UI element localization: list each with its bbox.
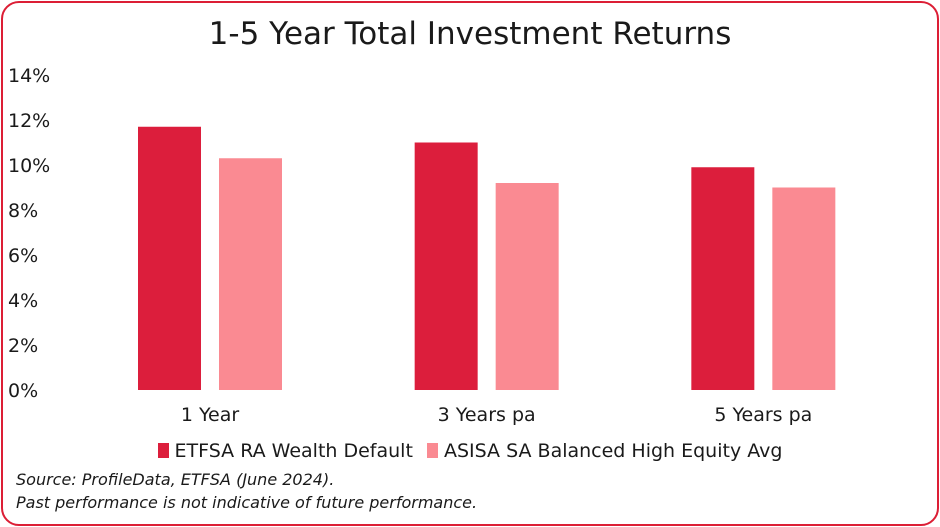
bar-asisa-2 <box>772 187 836 390</box>
disclaimer-note: Past performance is not indicative of fu… <box>16 493 478 512</box>
source-note: Source: ProfileData, ETFSA (June 2024). <box>16 470 335 489</box>
bar-etfsa-0 <box>138 126 201 390</box>
chart-title: 1-5 Year Total Investment Returns <box>208 16 732 52</box>
legend-swatch-etfsa <box>157 443 169 458</box>
legend-item-etfsa: ETFSA RA Wealth Default <box>157 440 413 462</box>
footnote: Source: ProfileData, ETFSA (June 2024). … <box>16 468 477 514</box>
legend-label-etfsa: ETFSA RA Wealth Default <box>174 440 413 462</box>
y-tick-label: 4% <box>8 290 38 312</box>
bar-etfsa-2 <box>691 167 755 390</box>
x-tick-label: 1 Year <box>181 404 240 426</box>
legend-swatch-asisa <box>426 443 438 458</box>
y-tick-label: 10% <box>8 155 50 177</box>
legend: ETFSA RA Wealth Default ASISA SA Balance… <box>0 440 940 462</box>
bar-asisa-1 <box>495 183 559 390</box>
bar-asisa-0 <box>219 158 282 390</box>
x-tick-label: 3 Years pa <box>438 404 536 426</box>
legend-item-asisa: ASISA SA Balanced High Equity Avg <box>426 440 783 462</box>
bar-etfsa-1 <box>414 142 478 390</box>
bar-chart: 0% 2% 4% 6% 8% 10% 12% 14% 1 Year 3 Years pa 5 Yea… <box>8 65 836 426</box>
x-tick-label: 5 Years pa <box>714 404 812 426</box>
y-tick-label: 12% <box>8 110 50 132</box>
legend-label-asisa: ASISA SA Balanced High Equity Avg <box>443 440 783 462</box>
y-tick-label: 14% <box>8 65 50 87</box>
y-tick-label: 8% <box>8 200 38 222</box>
y-tick-label: 0% <box>8 380 38 402</box>
y-tick-label: 2% <box>8 335 38 357</box>
y-tick-label: 6% <box>8 245 38 267</box>
